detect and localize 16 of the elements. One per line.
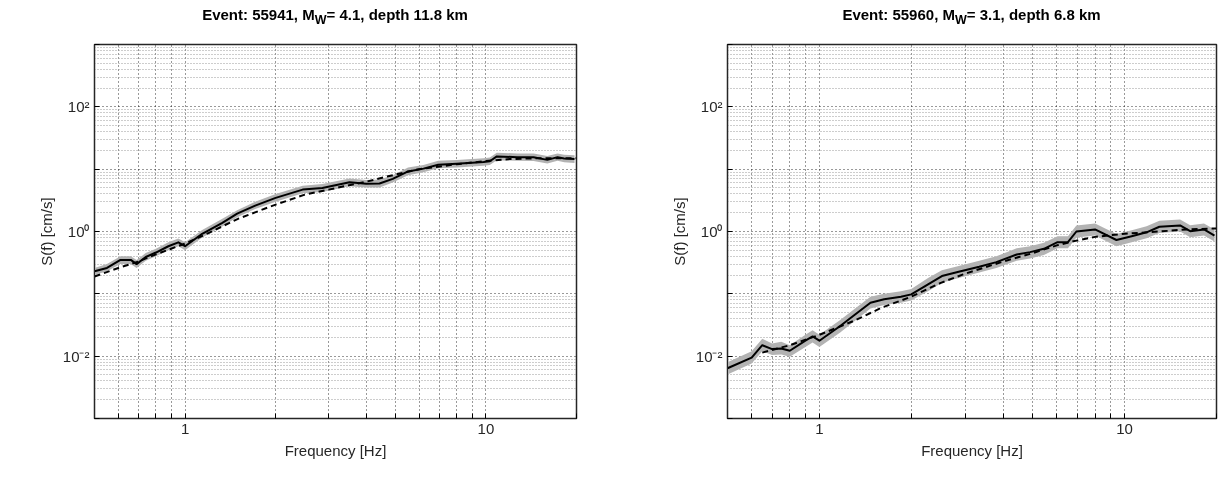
x-axis-title: Frequency [Hz] bbox=[284, 441, 387, 459]
x-tick-label: 10 bbox=[1116, 419, 1133, 437]
y-axis-title: S(f) [cm/s] bbox=[670, 197, 688, 266]
x-tick-label: 1 bbox=[815, 419, 824, 437]
y-axis-title: S(f) [cm/s] bbox=[37, 197, 55, 266]
chart-title: Event: 55941, M$_{W}$= 4.1, depth 11.8 km bbox=[201, 5, 469, 29]
y-tick-label: 10⁰ bbox=[700, 223, 723, 240]
y-tick-label: 10⁻² bbox=[62, 347, 90, 365]
y-tick-label: 10² bbox=[700, 98, 723, 116]
y-tick-label: 10⁻² bbox=[695, 347, 723, 365]
y-tick-label: 10² bbox=[67, 98, 90, 116]
chart-title: Event: 55960, M$_{W}$= 3.1, depth 6.8 km bbox=[841, 5, 1102, 29]
y-tick-label: 10⁰ bbox=[67, 223, 90, 240]
x-tick-label: 10 bbox=[477, 419, 495, 437]
x-axis-title: Frequency [Hz] bbox=[921, 441, 1023, 459]
x-tick-label: 1 bbox=[180, 419, 190, 437]
